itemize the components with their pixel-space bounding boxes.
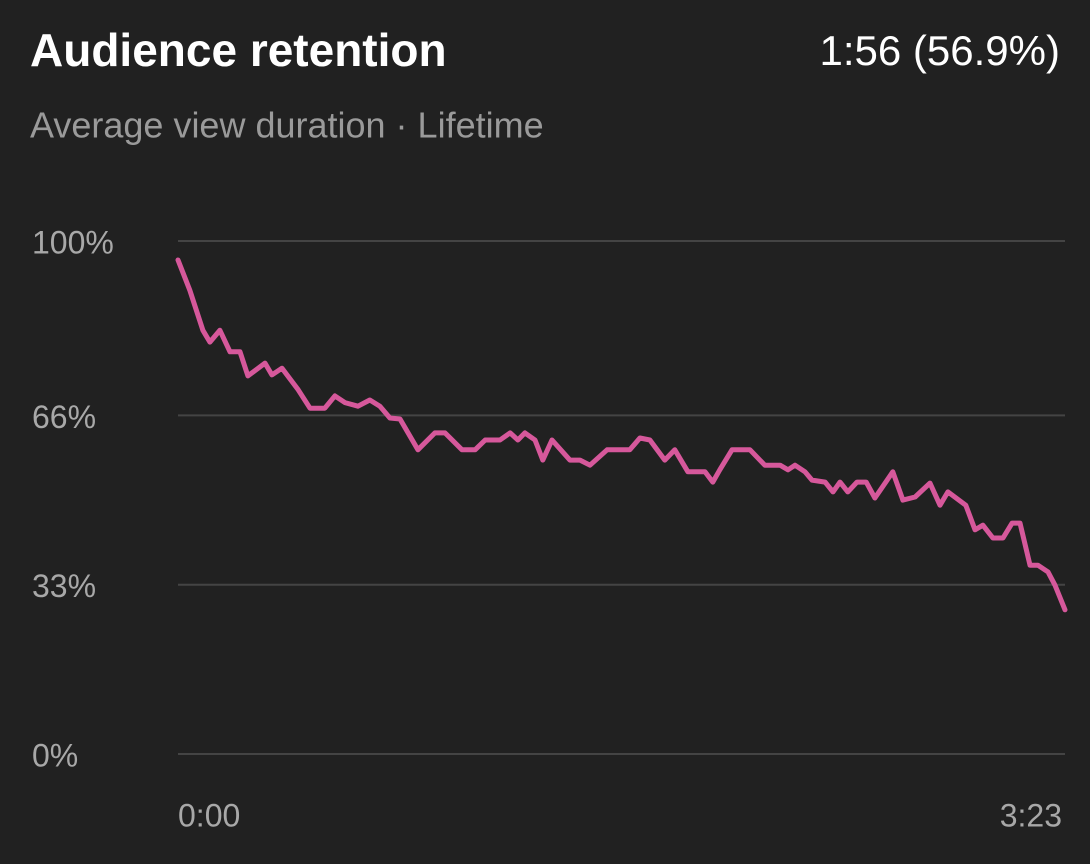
retention-line: [175, 257, 1068, 613]
chart-title: Audience retention: [30, 24, 447, 76]
x-tick-label: 3:23: [1000, 797, 1062, 833]
x-tick-label: 0:00: [178, 797, 240, 833]
summary: 1:56 (56.9%): [820, 27, 1060, 74]
y-tick-label: 100%: [32, 224, 114, 260]
y-tick-label: 66%: [32, 399, 96, 435]
subtitle: Average view duration · Lifetime: [30, 105, 544, 146]
y-tick-label: 0%: [32, 737, 78, 773]
y-tick-label: 33%: [32, 568, 96, 604]
